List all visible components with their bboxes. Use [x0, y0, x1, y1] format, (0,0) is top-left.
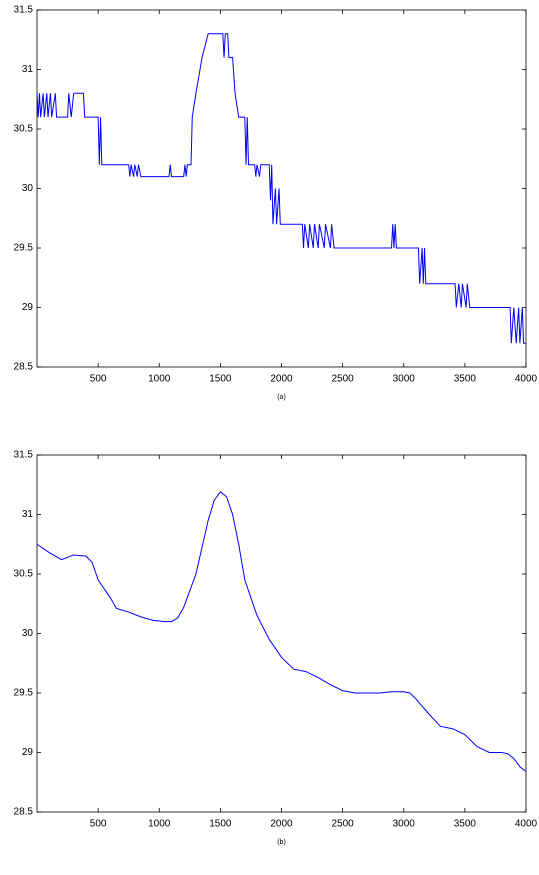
x-tick-label: 4000: [515, 819, 538, 830]
y-tick-label: 29: [22, 302, 34, 313]
y-tick-label: 29.5: [14, 688, 34, 699]
x-tick-label: 1000: [148, 819, 171, 830]
data-line: [36, 33, 526, 344]
y-tick-label: 30.5: [14, 124, 34, 135]
x-tick-label: 2000: [270, 374, 293, 385]
caption: (a): [277, 394, 286, 401]
plot-frame: [36, 9, 527, 368]
y-tick-label: 30.5: [14, 569, 34, 580]
x-tick-label: 1500: [209, 819, 232, 830]
y-tick-label: 31.5: [14, 5, 34, 16]
y-tick-label: 28.5: [14, 362, 34, 373]
x-tick-label: 500: [90, 819, 107, 830]
y-tick-label: 31: [22, 64, 34, 75]
y-tick-label: 31: [22, 509, 34, 520]
y-tick-label: 29.5: [14, 243, 34, 254]
x-tick-label: 500: [90, 374, 107, 385]
x-tick-label: 1500: [209, 374, 232, 385]
x-tick-label: 3500: [454, 374, 477, 385]
x-tick-label: 3000: [393, 819, 416, 830]
x-tick-label: 2500: [332, 819, 355, 830]
y-tick-label: 29: [22, 747, 34, 758]
x-tick-label: 3500: [454, 819, 477, 830]
y-tick-label: 31.5: [14, 450, 34, 461]
x-tick-label: 3000: [393, 374, 416, 385]
x-tick-label: 1000: [148, 374, 171, 385]
data-line: [36, 491, 527, 772]
y-tick-label: 30: [22, 628, 34, 639]
y-tick-label: 30: [22, 183, 34, 194]
x-tick-label: 4000: [515, 374, 538, 385]
plot-frame: [36, 454, 527, 813]
x-tick-label: 2000: [270, 819, 293, 830]
x-tick-label: 2500: [332, 374, 355, 385]
caption: (b): [277, 839, 286, 846]
y-tick-label: 28.5: [14, 807, 34, 818]
